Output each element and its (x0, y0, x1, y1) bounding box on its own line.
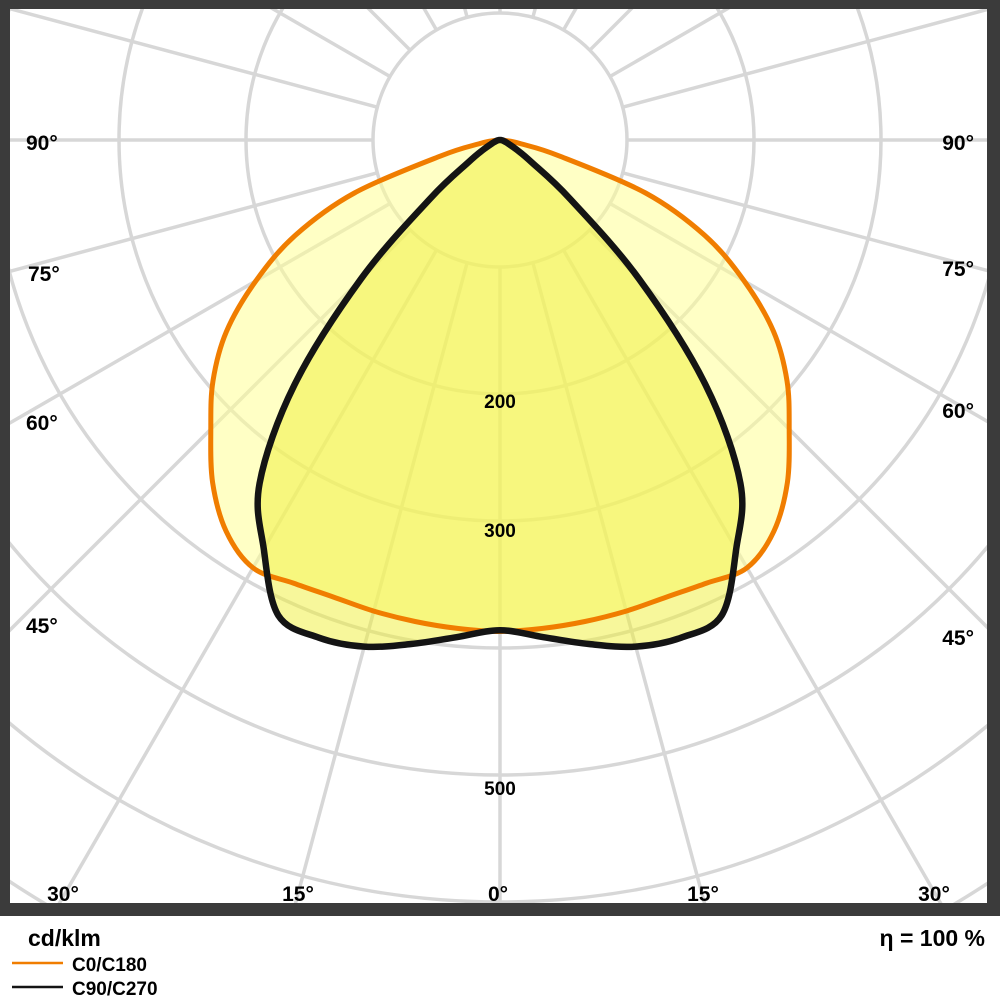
angle-label-4-30deg: 30° (47, 883, 79, 906)
angle-label-8-30deg: 30° (918, 883, 950, 906)
frame-border-top (0, 0, 1000, 9)
unit-label: cd/klm (28, 925, 101, 951)
chart-frame (0, 0, 1000, 916)
angle-label-10-60deg: 60° (942, 400, 974, 423)
radial-label-200: 200 (484, 392, 516, 413)
grid-ray-285deg (10, 171, 378, 274)
footer: cd/klm η = 100 % (28, 925, 985, 951)
frame-border-left (0, 0, 10, 916)
legend-label-c0-c180: C0/C180 (72, 955, 147, 976)
angle-label-6-0deg: 0° (488, 883, 508, 906)
angle-tick-labels: 90° 75° 60° 45° 30° 15° 0° 15° 30° 45° 60° 75° 90° (26, 132, 974, 906)
legend: C0/C180 C90/C270 (12, 955, 158, 1000)
distribution-fills (210, 140, 790, 647)
grid-ray-300deg (10, 201, 391, 425)
fill-region-c90-c270 (257, 140, 743, 647)
angle-label-9-45deg: 45° (942, 627, 974, 650)
angle-label-5-15deg: 15° (282, 883, 314, 906)
frame-border-bottom (0, 903, 1000, 916)
radial-tick-labels: 200 300 500 (484, 392, 516, 800)
efficiency-label: η = 100 % (880, 925, 985, 951)
grid-ray-105deg (622, 9, 987, 109)
radial-label-300: 300 (484, 521, 516, 542)
grid-ray-60deg (609, 201, 987, 424)
angle-label-3-45deg: 45° (26, 615, 58, 638)
angle-label-12-90deg: 90° (942, 132, 974, 155)
curve-c90-c270 (254, 136, 746, 651)
angle-label-11-75deg: 75° (942, 258, 974, 281)
grid-ray-75deg (622, 171, 987, 273)
legend-label-c90-c270: C90/C270 (72, 979, 158, 1000)
angle-label-0-90deg: 90° (26, 132, 58, 155)
distribution-curves (208, 136, 792, 651)
angle-label-1-75deg: 75° (28, 263, 60, 286)
angle-label-2-60deg: 60° (26, 412, 58, 435)
radial-label-500: 500 (484, 779, 516, 800)
grid-ray-255deg (10, 9, 378, 109)
frame-border-right (987, 0, 1000, 916)
angle-label-7-15deg: 15° (687, 883, 719, 906)
